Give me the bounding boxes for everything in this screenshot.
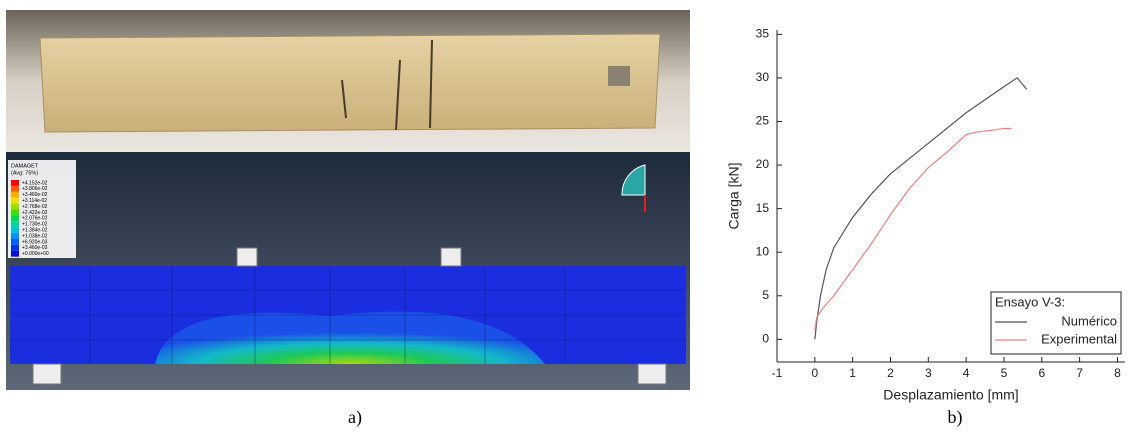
y-tick-label: 10 [756,244,770,258]
fe-legend-swatch [11,221,19,227]
fe-legend-swatch [11,192,19,198]
fe-legend-label: +0.000e+00 [22,251,49,257]
fe-legend-swatch [11,215,19,221]
fe-model: DAMAGET(Avg: 75%)+4.152e-02+3.806e-02+3.… [6,152,690,390]
fe-legend-swatch [11,227,19,233]
fe-legend-swatch [11,186,19,192]
fe-legend-swatch [11,180,19,186]
legend-label: Numérico [1061,313,1117,328]
y-axis-label: Carga [kN] [726,163,742,230]
series-line [815,128,1012,330]
x-tick-label: 3 [925,366,932,380]
y-tick-label: 0 [762,332,769,346]
x-tick-label: 5 [1001,366,1008,380]
x-tick-label: 8 [1114,366,1121,380]
fe-legend-swatch [11,245,19,251]
x-tick-label: 4 [963,366,970,380]
y-tick-label: 20 [756,157,770,171]
fe-legend-swatch [11,198,19,204]
figure: DAMAGET(Avg: 75%)+4.152e-02+3.806e-02+3.… [0,0,1141,432]
fe-legend-swatch [11,210,19,216]
x-axis-label: Desplazamiento [mm] [883,387,1018,403]
y-tick-label: 25 [756,114,770,128]
fe-legend-swatch [11,251,19,257]
x-tick-label: -1 [772,366,783,380]
x-tick-label: 2 [887,366,894,380]
fe-legend-subtitle: (Avg: 75%) [11,170,38,176]
fe-legend-title: DAMAGET [11,163,39,169]
legend-label: Experimental [1041,331,1117,346]
photo [6,10,690,152]
y-tick-label: 35 [756,27,770,41]
y-tick-label: 15 [756,201,770,215]
caption: b) [948,407,963,428]
caption: a) [348,407,362,428]
fe-legend-swatch [11,233,19,239]
x-tick-label: 1 [849,366,856,380]
legend-title: Ensayo V-3: [995,294,1065,309]
y-tick-label: 30 [756,70,770,84]
y-tick-label: 5 [762,288,769,302]
x-tick-label: 7 [1076,366,1083,380]
fe-legend-swatch [11,239,19,245]
x-tick-label: 6 [1038,366,1045,380]
x-tick-label: 0 [811,366,818,380]
fe-legend-swatch [11,204,19,210]
